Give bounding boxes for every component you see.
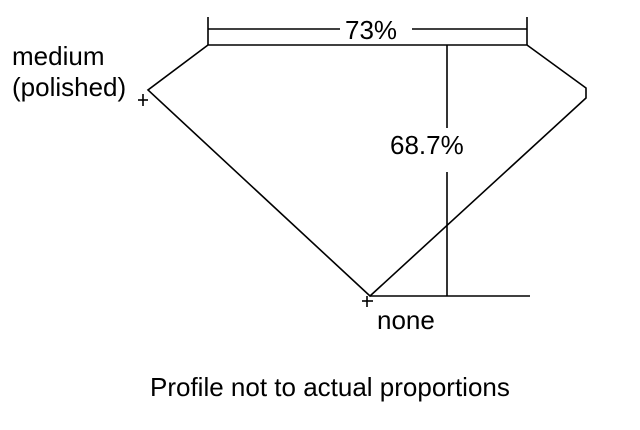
caption: Profile not to actual proportions (150, 372, 510, 402)
girdle-label-line1: medium (12, 41, 105, 71)
table-percent-label: 73% (345, 15, 398, 45)
diamond-outline (146, 44, 587, 298)
girdle-label-line2: (polished) (12, 72, 127, 102)
depth-percent-label: 68.7% (390, 130, 464, 160)
culet-label: none (377, 305, 435, 335)
